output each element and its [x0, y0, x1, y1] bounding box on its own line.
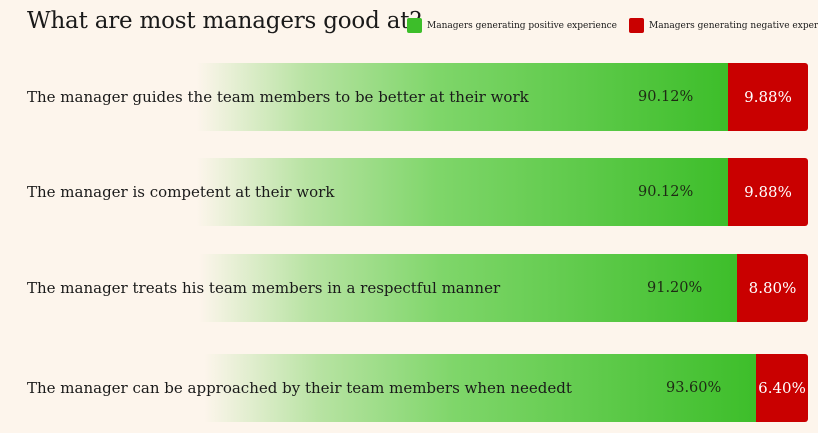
bar-negative: [728, 158, 808, 226]
category-label: The manager guides the team members to b…: [27, 88, 529, 106]
data-label-positive: 91.20%: [647, 280, 703, 296]
data-label-positive: 90.12%: [638, 89, 694, 105]
bar-positive: [0, 158, 728, 226]
bar-negative: [737, 254, 808, 322]
chart-title: What are most managers good at?: [27, 8, 422, 34]
bar-positive: [0, 354, 756, 422]
data-label-negative: 6.40%: [758, 379, 806, 397]
chart-legend: Managers generating positive experience …: [407, 18, 818, 33]
category-label: The manager is competent at their work: [27, 183, 335, 201]
bar-negative: [728, 63, 808, 131]
data-label-positive: 90.12%: [638, 184, 694, 200]
category-label: The manager can be approached by their t…: [27, 379, 572, 397]
data-label-positive: 93.60%: [666, 380, 722, 396]
bar-row: The manager treats his team members in a…: [0, 254, 808, 322]
legend-item-negative: Managers generating negative experience: [629, 18, 818, 33]
legend-swatch-negative: [629, 18, 645, 33]
data-label-negative: 9.88%: [744, 183, 792, 201]
legend-swatch-positive: [407, 18, 422, 33]
bar-positive: [0, 254, 737, 322]
legend-item-positive: Managers generating positive experience: [407, 18, 617, 33]
bar-positive: [0, 63, 728, 131]
legend-label-negative: Managers generating negative experience: [649, 20, 818, 31]
data-label-negative: 8.80%: [748, 279, 797, 297]
bar-row: The manager can be approached by their t…: [0, 354, 808, 422]
bar-row: The manager is competent at their work 90…: [0, 158, 808, 226]
legend-label-positive: Managers generating positive experience: [427, 20, 618, 31]
category-label: The manager treats his team members in a…: [27, 279, 501, 297]
bar-row: The manager guides the team members to b…: [0, 63, 808, 131]
bar-negative: [756, 354, 808, 422]
data-label-negative: 9.88%: [744, 88, 792, 106]
